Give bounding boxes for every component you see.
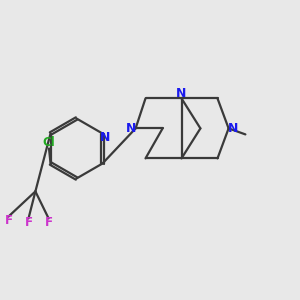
Text: Cl: Cl: [43, 136, 56, 149]
Text: F: F: [4, 214, 12, 227]
Text: N: N: [126, 122, 136, 135]
Text: F: F: [25, 216, 32, 229]
Text: F: F: [45, 216, 52, 229]
Text: N: N: [176, 87, 187, 101]
Text: N: N: [100, 130, 110, 144]
Text: N: N: [228, 122, 238, 135]
